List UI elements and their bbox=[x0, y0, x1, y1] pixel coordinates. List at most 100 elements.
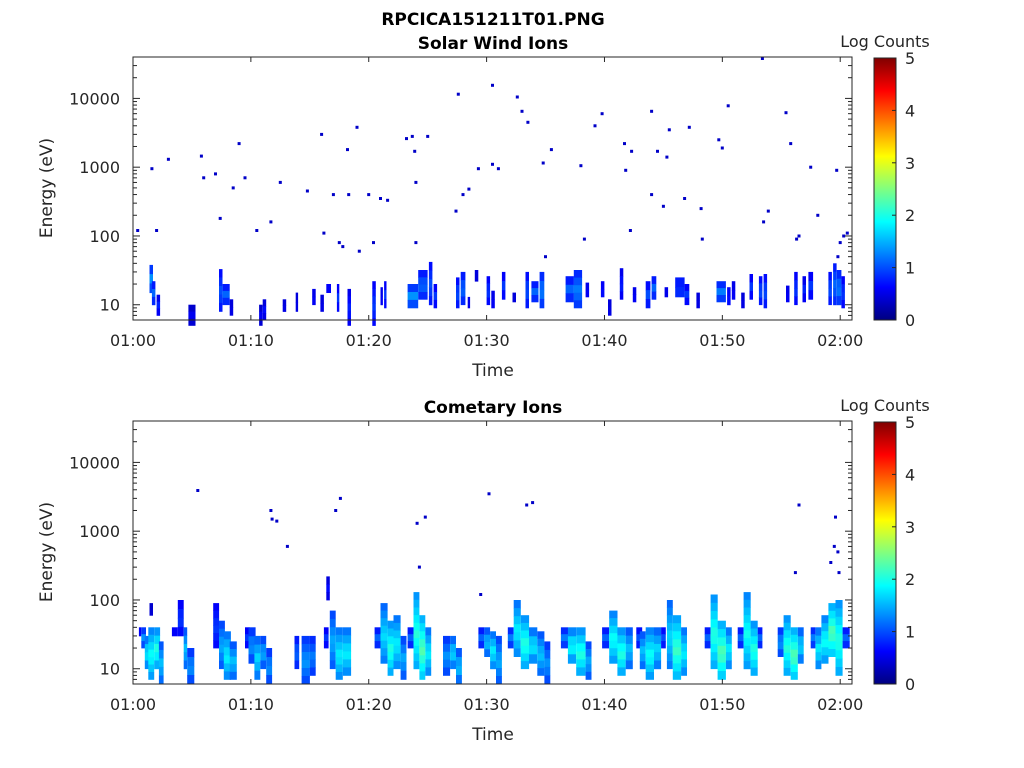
y-tick-label: 100 bbox=[89, 591, 120, 610]
count-dot bbox=[334, 509, 338, 512]
count-cell bbox=[183, 643, 188, 653]
count-cell bbox=[833, 296, 837, 306]
y-tick-label: 1000 bbox=[79, 522, 120, 541]
count-cell bbox=[675, 277, 685, 288]
count-cell bbox=[666, 653, 673, 662]
count-cell bbox=[828, 641, 836, 650]
count-cell bbox=[372, 295, 376, 304]
count-cell bbox=[651, 276, 657, 285]
count-cell bbox=[704, 641, 711, 649]
count-cell bbox=[585, 641, 592, 650]
count-dot bbox=[797, 503, 801, 507]
count-cell bbox=[600, 289, 605, 298]
count-cell bbox=[651, 291, 657, 300]
count-cell bbox=[450, 635, 456, 645]
count-cell bbox=[413, 630, 420, 639]
count-cell bbox=[808, 281, 814, 291]
count-cell bbox=[187, 666, 195, 676]
count-cell bbox=[681, 651, 687, 660]
count-cell bbox=[490, 638, 496, 647]
count-cell bbox=[329, 635, 336, 645]
x-tick-label: 01:20 bbox=[346, 331, 392, 350]
colorbar-tick-label: 0 bbox=[905, 675, 915, 694]
count-cell bbox=[750, 636, 758, 645]
count-cell bbox=[786, 293, 790, 303]
count-cell bbox=[645, 634, 654, 643]
count-cell bbox=[419, 671, 426, 680]
count-cell bbox=[260, 635, 267, 645]
count-cell bbox=[833, 288, 837, 297]
count-cell bbox=[400, 644, 407, 654]
count-cell bbox=[177, 617, 184, 628]
count-cell bbox=[158, 666, 164, 676]
count-cell bbox=[645, 281, 651, 291]
count-cell bbox=[347, 318, 351, 326]
count-dot bbox=[700, 237, 704, 241]
count-cell bbox=[413, 592, 420, 601]
colorbar-tick-label: 1 bbox=[905, 259, 915, 278]
count-cell bbox=[654, 652, 662, 661]
count-cell bbox=[821, 639, 829, 648]
colorbar-label: Log Counts bbox=[840, 32, 930, 51]
count-dot bbox=[797, 234, 801, 238]
count-cell bbox=[443, 643, 451, 653]
count-cell bbox=[148, 672, 155, 680]
count-cell bbox=[149, 603, 153, 610]
count-dot bbox=[331, 193, 335, 197]
count-cell bbox=[672, 631, 682, 640]
count-dot bbox=[199, 154, 203, 158]
count-cell bbox=[294, 652, 300, 661]
count-cell bbox=[496, 660, 502, 669]
count-cell bbox=[743, 615, 751, 624]
count-cell bbox=[496, 652, 502, 661]
cometary-panel: Cometary Ions 01:00 01:10 01:20 01:30 01:40 0… bbox=[37, 396, 930, 745]
count-cell bbox=[245, 641, 250, 649]
count-cell bbox=[158, 641, 164, 651]
count-cell bbox=[213, 640, 220, 649]
count-cell bbox=[443, 651, 451, 660]
count-cell bbox=[456, 292, 460, 301]
count-cell bbox=[260, 644, 267, 653]
count-cell bbox=[254, 670, 261, 680]
count-dot bbox=[665, 155, 669, 159]
count-cell bbox=[783, 667, 791, 676]
count-cell bbox=[183, 652, 188, 661]
count-cell bbox=[507, 641, 514, 649]
count-cell bbox=[675, 287, 685, 298]
count-cell bbox=[617, 643, 626, 652]
count-cell bbox=[725, 660, 732, 670]
x-tick-label: 01:00 bbox=[110, 331, 156, 350]
spectrogram-data bbox=[136, 57, 849, 326]
count-cell bbox=[684, 297, 690, 306]
count-cell bbox=[213, 633, 220, 641]
count-cell bbox=[810, 627, 816, 635]
count-cell bbox=[407, 299, 419, 309]
count-dot bbox=[515, 95, 519, 99]
count-dot bbox=[196, 489, 200, 492]
count-cell bbox=[666, 622, 673, 631]
count-cell bbox=[567, 645, 577, 655]
count-cell bbox=[456, 300, 460, 309]
count-dot bbox=[305, 189, 309, 193]
count-cell bbox=[609, 618, 618, 626]
count-cell bbox=[148, 657, 155, 665]
count-cell bbox=[187, 675, 195, 685]
count-cell bbox=[141, 634, 146, 642]
count-cell bbox=[544, 641, 551, 651]
count-dot bbox=[461, 193, 465, 197]
count-cell bbox=[248, 645, 256, 655]
count-cell bbox=[585, 282, 590, 291]
count-dot bbox=[347, 193, 351, 197]
count-cell bbox=[833, 271, 837, 281]
count-cell bbox=[171, 627, 178, 637]
x-tick-label: 01:10 bbox=[228, 695, 274, 714]
count-cell bbox=[154, 652, 161, 661]
count-cell bbox=[418, 277, 428, 285]
count-cell bbox=[259, 311, 263, 319]
count-cell bbox=[758, 290, 763, 298]
count-dot bbox=[285, 544, 289, 548]
count-cell bbox=[329, 652, 336, 661]
colorbar-gradient bbox=[873, 57, 897, 321]
count-dot bbox=[549, 148, 553, 152]
count-cell bbox=[525, 280, 529, 291]
